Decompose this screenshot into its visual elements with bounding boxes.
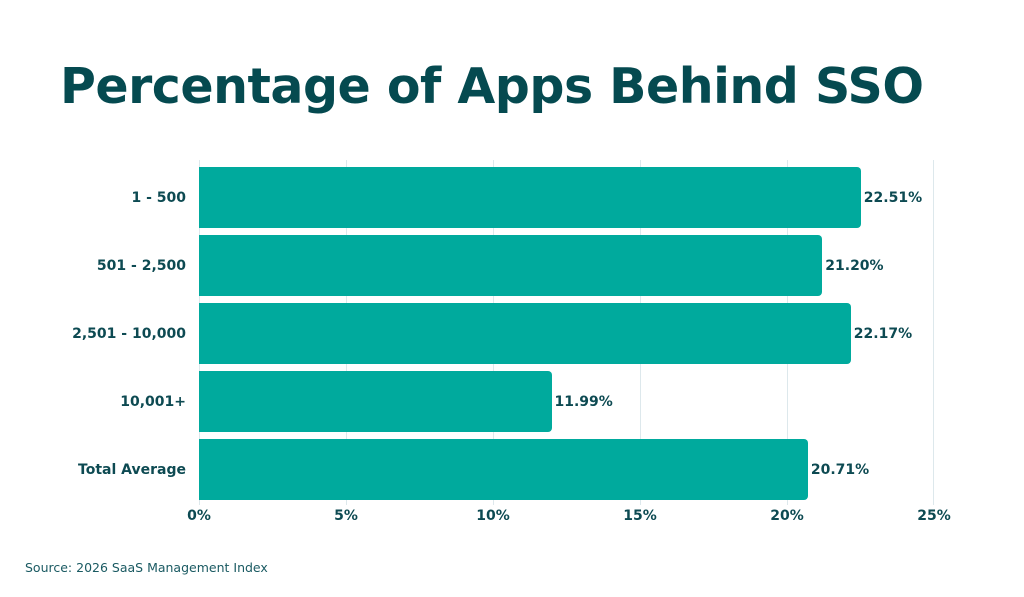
x-tick-label: 5% xyxy=(334,508,358,524)
value-label: 11.99% xyxy=(554,393,613,410)
x-tick-label: 15% xyxy=(623,508,657,524)
bar xyxy=(199,371,552,432)
category-label: Total Average xyxy=(78,461,186,478)
value-label: 21.20% xyxy=(825,257,884,274)
source-note: Source: 2026 SaaS Management Index xyxy=(25,560,268,575)
x-tick-label: 10% xyxy=(476,508,510,524)
bar xyxy=(199,303,851,364)
x-tick-label: 0% xyxy=(187,508,211,524)
value-label: 20.71% xyxy=(810,461,870,478)
x-tick-label: 20% xyxy=(770,508,804,524)
bar xyxy=(199,235,823,296)
chart-title: Percentage of Apps Behind SSO xyxy=(60,58,924,115)
category-label: 10,001+ xyxy=(120,393,186,410)
gridline xyxy=(933,160,934,505)
category-label: 501 - 2,500 xyxy=(96,257,186,274)
bar xyxy=(199,167,861,228)
value-label: 22.17% xyxy=(853,325,913,342)
x-tick-label: 25% xyxy=(917,508,951,524)
category-label: 2,501 - 10,000 xyxy=(72,325,186,342)
value-label: 22.51% xyxy=(863,189,923,206)
bar xyxy=(199,439,808,500)
category-label: 1 - 500 xyxy=(131,189,186,206)
plot-area: 22.51% 21.20% 22.17% 11.99% 20.71% xyxy=(199,160,934,505)
